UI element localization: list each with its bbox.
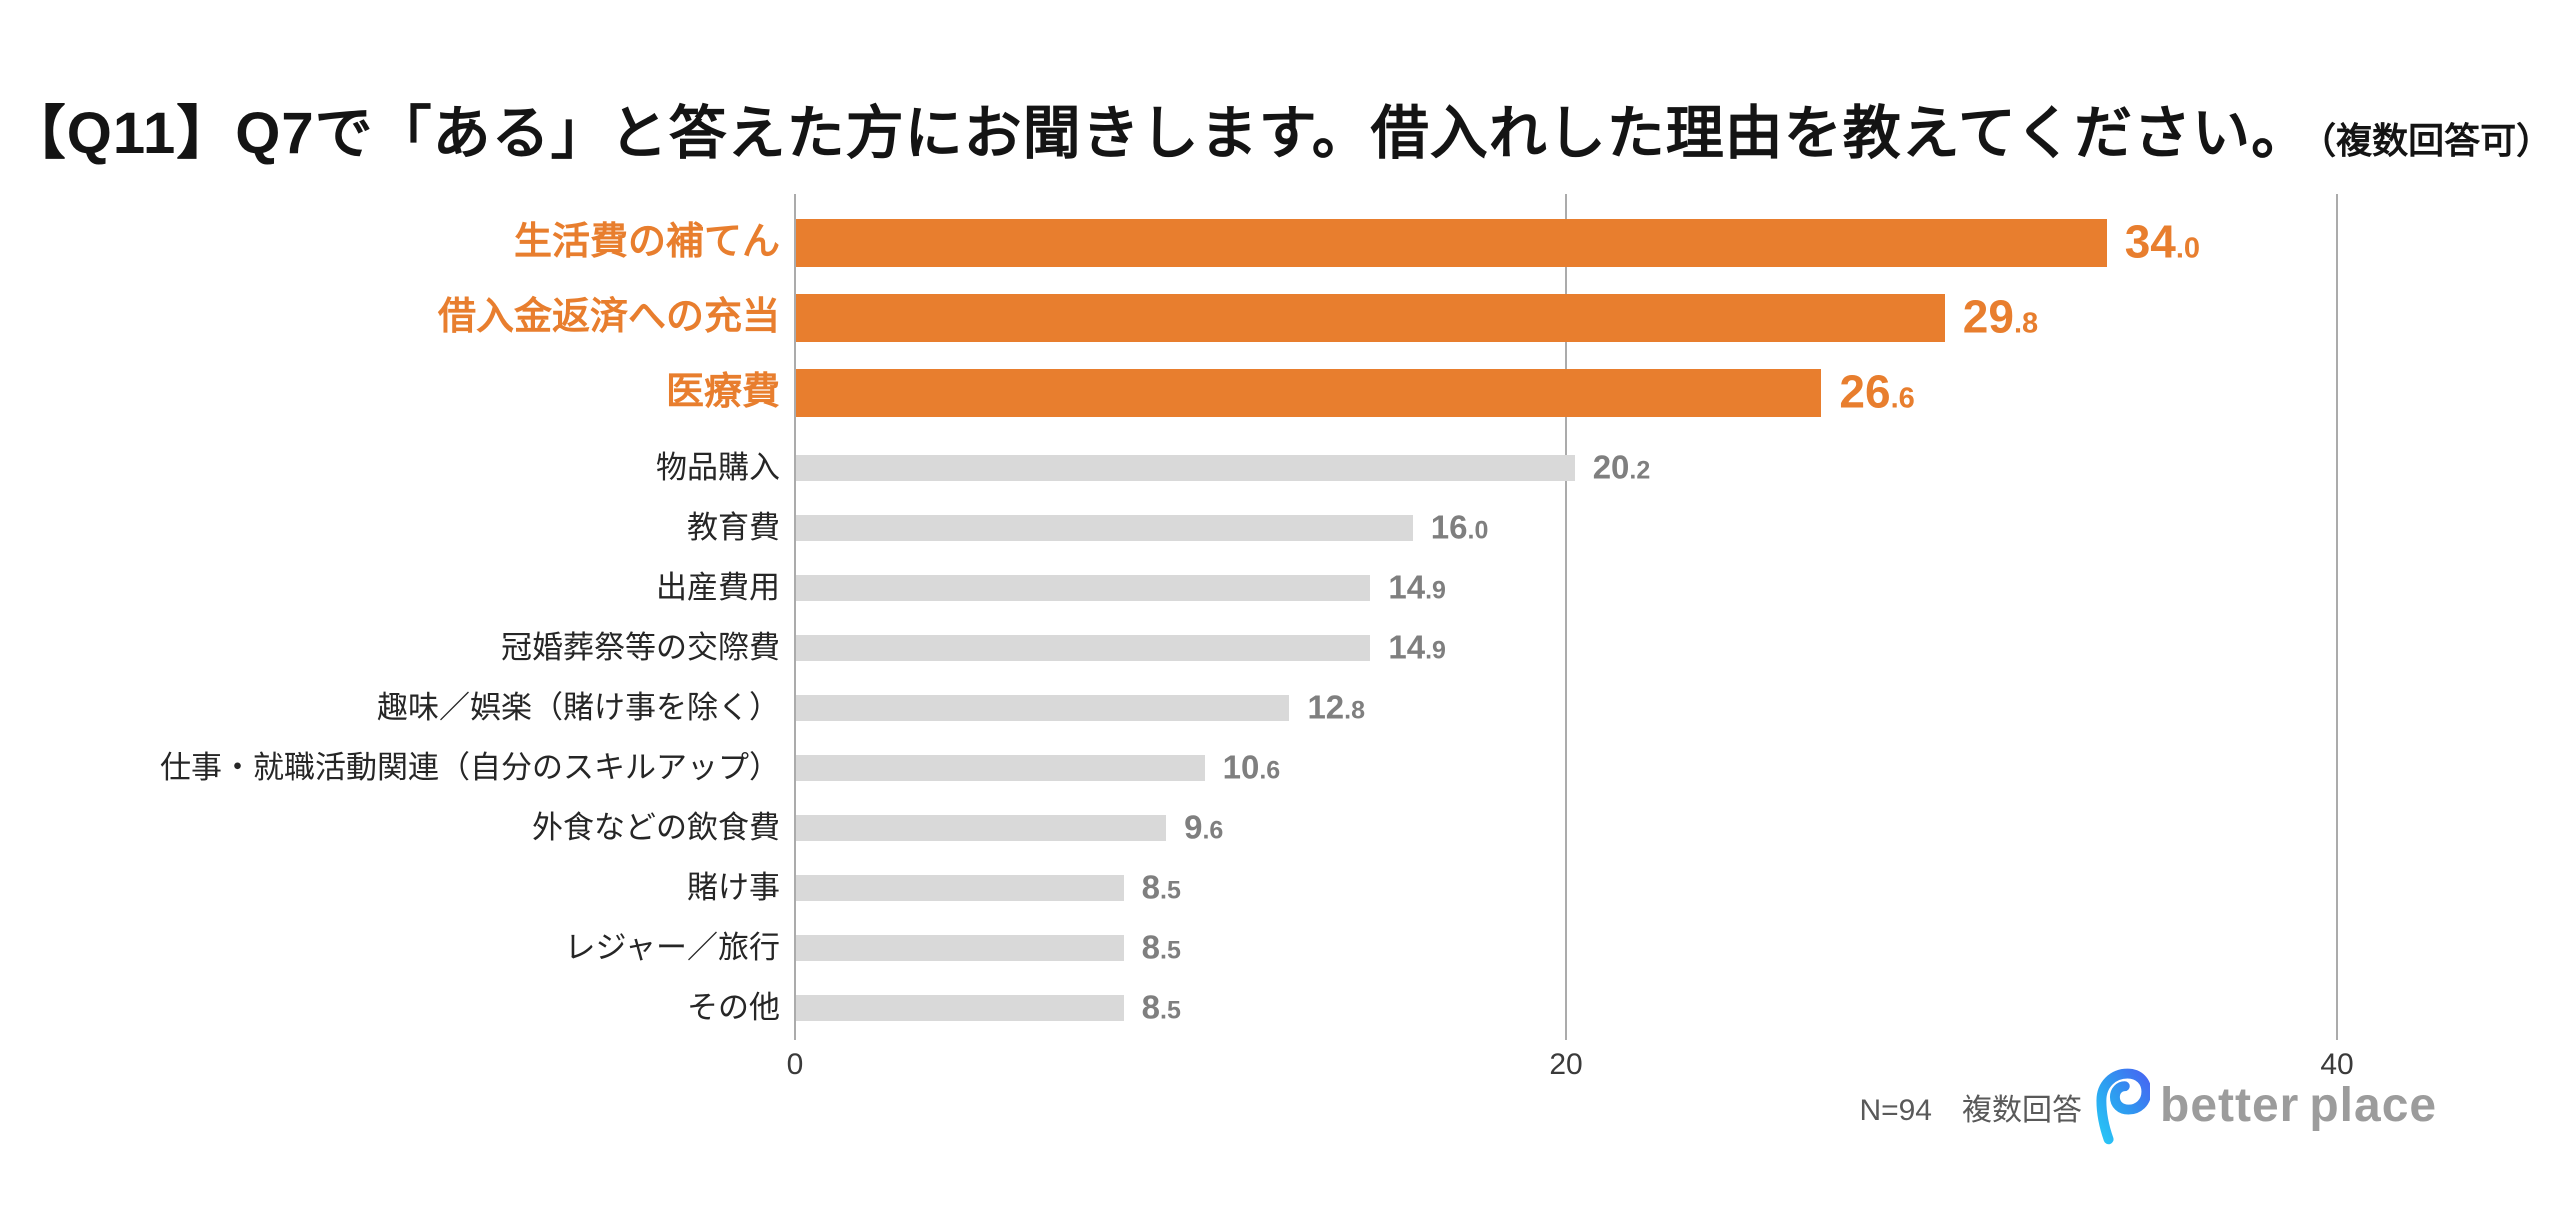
value-decimal-part: .5: [1160, 936, 1181, 965]
value-decimal-part: .5: [1160, 876, 1181, 905]
betterplace-logo-icon: [2096, 1068, 2150, 1145]
chart-title-text: 【Q11】Q7で「ある」と答えた方にお聞きします。借入れした理由を教えてください…: [7, 101, 2311, 166]
bar: [796, 695, 1290, 721]
bar: [796, 815, 1167, 841]
category-label: 賭け事: [687, 870, 780, 906]
value-decimal-part: .8: [1344, 696, 1366, 725]
value-decimal-part: .0: [2175, 232, 2201, 265]
value-integer-part: 10: [1222, 748, 1260, 786]
bar: [796, 455, 1575, 481]
value-decimal-part: .6: [1890, 382, 1915, 415]
value-label: 8.5: [1142, 871, 1181, 904]
betterplace-logo: better place: [2096, 1064, 2437, 1148]
value-decimal-part: .9: [1425, 576, 1446, 605]
category-label: 趣味／娯楽（賭け事を除く）: [377, 690, 780, 726]
x-axis-tick-label: 20: [1549, 1048, 1583, 1081]
category-label: 外食などの飲食費: [532, 810, 780, 846]
category-label: 仕事・就職活動関連（自分のスキルアップ）: [160, 750, 780, 786]
value-label: 8.5: [1142, 991, 1181, 1024]
category-label: 医療費: [665, 371, 780, 414]
value-decimal-part: .0: [1467, 516, 1489, 545]
value-label: 20.2: [1593, 451, 1651, 484]
value-integer-part: 20: [1592, 448, 1630, 486]
value-label: 12.8: [1307, 691, 1365, 724]
value-integer-part: 16: [1430, 508, 1468, 546]
value-integer-part: 9: [1184, 808, 1203, 846]
value-decimal-part: .5: [1160, 996, 1181, 1025]
category-label: 出産費用: [656, 570, 780, 606]
value-integer-part: 26: [1839, 365, 1891, 418]
value-integer-part: 14: [1388, 628, 1426, 666]
bar: [796, 755, 1205, 781]
value-decimal-part: .6: [1202, 816, 1224, 845]
bar: [796, 515, 1413, 541]
value-label: 26.6: [1839, 369, 1914, 415]
value-integer-part: 34: [2124, 215, 2176, 268]
value-integer-part: 8: [1141, 928, 1161, 966]
gridline-x0: [794, 194, 796, 1040]
value-integer-part: 8: [1141, 988, 1161, 1026]
bar: [796, 219, 2107, 267]
value-label: 34.0: [2125, 219, 2200, 265]
gridline-x40: [2336, 194, 2338, 1040]
value-decimal-part: .9: [1425, 636, 1446, 665]
logo-word-better: better: [2160, 1079, 2300, 1132]
value-integer-part: 14: [1388, 568, 1426, 606]
chart-title: 【Q11】Q7で「ある」と答えた方にお聞きします。借入れした理由を教えてください…: [0, 86, 2560, 170]
bar: [796, 935, 1124, 961]
value-integer-part: 29: [1962, 290, 2014, 343]
x-axis-tick-label: 40: [2320, 1048, 2354, 1081]
bar: [796, 369, 1822, 417]
category-label: 生活費の補てん: [513, 221, 780, 264]
value-decimal-part: .6: [1259, 756, 1281, 785]
value-label: 14.9: [1388, 631, 1446, 664]
value-integer-part: 12: [1307, 688, 1345, 726]
category-label: 物品購入: [656, 450, 780, 486]
value-label: 10.6: [1223, 751, 1281, 784]
value-label: 9.6: [1184, 811, 1223, 844]
value-label: 29.8: [1963, 294, 2038, 340]
chart-title-suffix: （複数回答可）: [2318, 120, 2553, 161]
value-integer-part: 8: [1141, 868, 1161, 906]
sample-size-note: N=94 複数回答: [1859, 1094, 2082, 1127]
gridline-x20: [1565, 194, 1567, 1040]
value-label: 16.0: [1431, 511, 1489, 544]
value-label: 14.9: [1388, 571, 1446, 604]
value-decimal-part: .8: [2013, 307, 2039, 340]
category-label: その他: [687, 990, 780, 1026]
value-label: 8.5: [1142, 931, 1181, 964]
bar: [796, 875, 1124, 901]
bar: [796, 294, 1945, 342]
value-decimal-part: .2: [1629, 456, 1651, 485]
bar: [796, 995, 1124, 1021]
category-label: 借入金返済への充当: [437, 296, 780, 339]
betterplace-logo-text: better place: [2160, 1082, 2437, 1130]
x-axis-tick-label: 0: [786, 1048, 804, 1081]
category-label: レジャー／旅行: [564, 930, 780, 966]
logo-word-place: place: [2309, 1079, 2438, 1132]
category-label: 冠婚葬祭等の交際費: [501, 630, 780, 666]
category-label: 教育費: [687, 510, 780, 546]
bar: [796, 575, 1371, 601]
bar: [796, 635, 1371, 661]
